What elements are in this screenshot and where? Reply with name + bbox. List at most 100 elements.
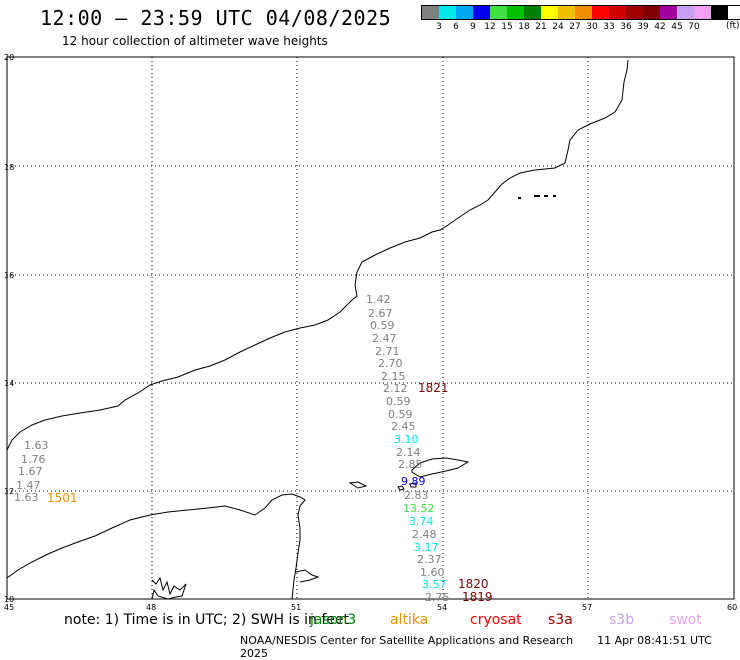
track-main: 1.42 2.67 0.59 2.47 2.71 2.70 2.15 2.12 … [366,293,450,604]
legend-label: 9 [470,22,476,32]
mission-s3b: s3b [609,612,635,628]
legend-swatch [626,6,643,19]
swh-label: 2.70 [378,357,403,370]
island-small-3 [409,482,417,488]
swh-label: 1.42 [366,293,391,306]
swh-label: 0.59 [370,319,395,332]
mission-jason3: jason3 [310,612,357,628]
swh-label: 0.59 [386,395,411,408]
legend-swatch [660,6,677,19]
legend-label: 70 [688,22,700,32]
legend-label: 42 [654,22,666,32]
legend-swatch [456,6,473,19]
island-small-1 [348,481,368,489]
legend-label: 36 [620,22,632,32]
swh-label: 2.83 [404,489,429,502]
coastline-detail-2 [295,569,320,583]
footer: NOAA/NESDIS Center for Satellite Applica… [240,634,740,660]
swh-label: 1.76 [21,453,46,466]
swh-label: 2.48 [412,528,437,541]
legend-label: 24 [552,22,564,32]
islands-kuria-muria [518,195,556,199]
swh-label: 2.47 [372,332,397,345]
legend-unit: (ft) [726,21,740,31]
map-title: 12:00 – 23:59 UTC 04/08/2025 [40,6,392,30]
island-socotra [411,457,470,478]
swh-label: 1.60 [420,566,445,579]
swh-label: 0.59 [388,408,413,421]
legend-label: 6 [453,22,459,32]
swh-label: 2.71 [375,345,400,358]
swh-label: 2.67 [368,307,393,320]
swh-label: 13.52 [403,502,435,515]
swh-label: 2.85 [398,458,423,471]
legend-label: 15 [501,22,513,32]
coastline-oman [6,59,629,451]
legend-swatch [473,6,490,19]
swh-label: 1.67 [18,465,43,478]
x-tick-51: 51 [291,603,301,612]
mission-swot: swot [669,612,702,628]
y-tick-18: 18 [4,163,14,172]
swh-label: 1.63 [14,491,39,504]
pass-time-label: 1820 [458,577,489,591]
legend-swatch [422,6,439,19]
legend-swatch [507,6,524,19]
pass-time-label: 1821 [418,381,449,395]
y-tick-10: 10 [4,595,14,604]
island-small-2 [397,485,405,491]
legend-swatch [558,6,575,19]
y-tick-14: 14 [4,379,14,388]
legend-label: 12 [484,22,496,32]
y-tick-20: 20 [4,53,14,62]
swh-label: 2.14 [396,446,421,459]
swh-label: 3.10 [394,433,419,446]
legend-label: 33 [603,22,615,32]
mission-s3a: s3a [548,612,573,628]
swh-label: 9.89 [401,475,426,488]
legend-swatches [421,5,740,20]
legend-swatch [711,6,728,19]
map-subtitle: 12 hour collection of altimeter wave hei… [62,34,328,48]
swh-label: 2.45 [391,420,416,433]
legend-label: 21 [535,22,547,32]
legend-labels: 3 6 9 12 15 18 21 24 27 30 33 36 39 42 45 70 [421,20,740,34]
x-tick-57: 57 [582,603,592,612]
mission-cryosat: cryosat [470,612,522,628]
legend-label: 3 [436,22,442,32]
pass-time-label: 1501 [47,491,78,505]
legend-swatch [439,6,456,19]
legend-label: 27 [569,22,581,32]
legend-swatch [643,6,660,19]
y-tick-12: 12 [4,487,14,496]
track-left: 1.63 1.76 1.67 1.47 1.63 [14,439,49,504]
swh-label: 2.75 [425,591,450,604]
coastline-detail [151,576,187,600]
swh-label: 3.74 [409,515,434,528]
coastline-somalia [6,493,306,600]
color-legend: 3 6 9 12 15 18 21 24 27 30 33 36 39 42 45 70 [421,5,740,34]
x-tick-48: 48 [146,603,156,612]
legend-swatch [677,6,694,19]
legend-swatch [592,6,609,19]
swh-label: 1.63 [24,439,49,452]
legend-swatch [609,6,626,19]
swh-label: 3.17 [414,541,439,554]
legend-swatch [524,6,541,19]
x-tick-54: 54 [437,603,447,612]
legend-swatch [575,6,592,19]
legend-label: 30 [586,22,598,32]
y-tick-16: 16 [4,271,14,280]
swh-label: 1.47 [16,479,41,492]
legend-label: 39 [637,22,649,32]
footnote: note: 1) Time is in UTC; 2) SWH is in fe… [64,612,350,628]
swh-label: 2.15 [381,370,406,383]
pass-time-label: 1819 [462,590,493,604]
plot-frame [6,56,735,600]
legend-swatch [541,6,558,19]
legend-label: 45 [671,22,683,32]
footer-credit: NOAA/NESDIS Center for Satellite Applica… [240,634,574,647]
legend-label: 18 [518,22,530,32]
legend-swatch [490,6,507,19]
